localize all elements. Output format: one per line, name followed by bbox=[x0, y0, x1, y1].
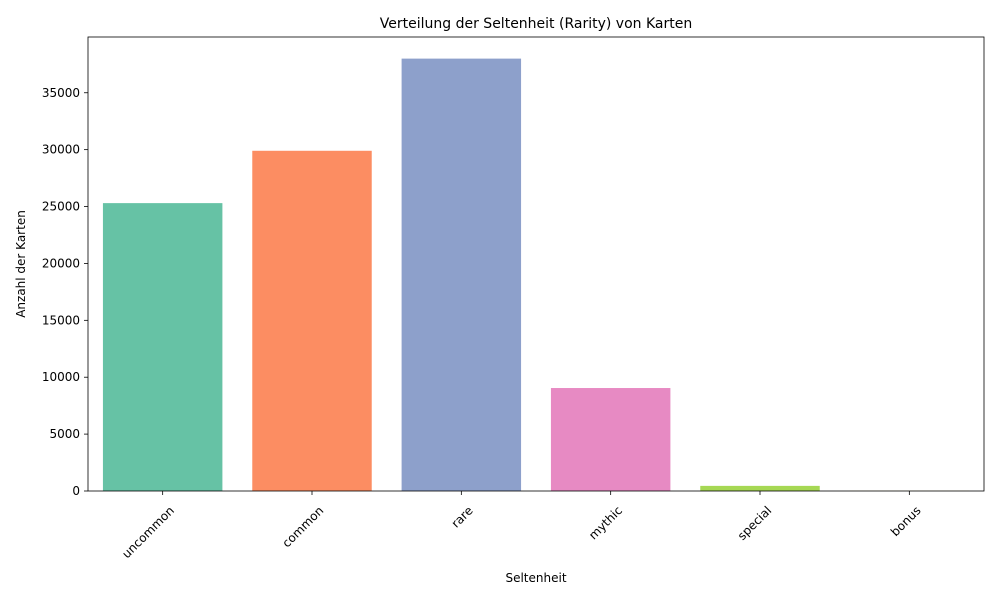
y-tick-label-0: 0 bbox=[72, 484, 80, 498]
y-tick-label-5000: 5000 bbox=[49, 427, 80, 441]
chart-title: Verteilung der Seltenheit (Rarity) von K… bbox=[380, 16, 692, 32]
bar-common bbox=[252, 151, 371, 491]
y-tick-label-10000: 10000 bbox=[42, 370, 80, 384]
y-tick-label-25000: 25000 bbox=[42, 200, 80, 214]
y-tick-label-20000: 20000 bbox=[42, 256, 80, 270]
bar-rare bbox=[402, 59, 521, 491]
y-tick-label-30000: 30000 bbox=[42, 143, 80, 157]
y-tick-label-15000: 15000 bbox=[42, 313, 80, 327]
y-tick-label-35000: 35000 bbox=[42, 86, 80, 100]
x-axis-label: Seltenheit bbox=[505, 571, 566, 585]
y-axis-label: Anzahl der Karten bbox=[14, 210, 28, 318]
bar-uncommon bbox=[103, 203, 222, 491]
bar-mythic bbox=[551, 388, 670, 491]
bar-special bbox=[700, 486, 819, 491]
